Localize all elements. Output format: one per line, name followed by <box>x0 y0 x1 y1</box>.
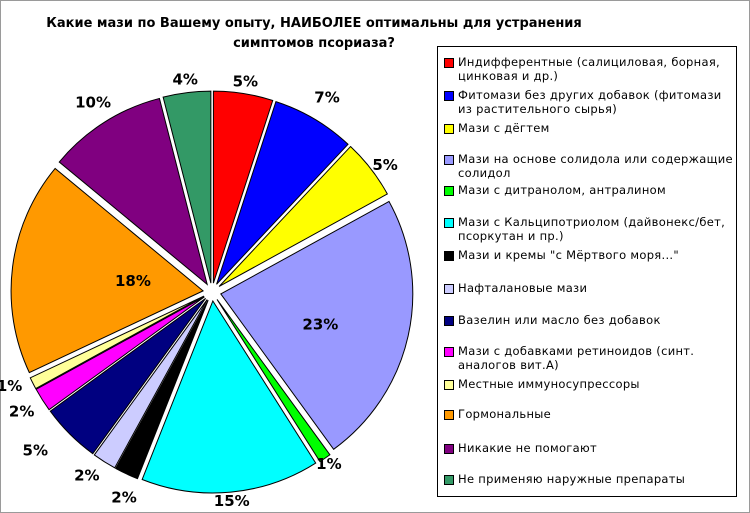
legend-swatch <box>444 124 454 134</box>
chart-title-line-2: симптомов псориаза? <box>233 36 395 51</box>
slice-value-label: 2% <box>74 467 99 485</box>
legend-label: Вазелин или масло без добавок <box>458 313 661 327</box>
pie-slice <box>141 299 317 494</box>
slice-value-label: 15% <box>214 492 250 510</box>
pie-slice <box>162 90 212 284</box>
slice-value-label: 5% <box>23 442 48 460</box>
legend-label: Местные иммуносупрессоры <box>458 377 640 391</box>
slice-value-label: 5% <box>372 156 397 174</box>
chart-title: Какие мази по Вашему опыту, НАИБОЛЕЕ опт… <box>4 14 624 54</box>
pie-slice <box>216 299 331 463</box>
legend-swatch <box>444 251 454 261</box>
legend-label: Фитомази без других добавок (фитомази из… <box>458 88 722 116</box>
slice-value-label: 4% <box>172 71 197 89</box>
pie-slice <box>10 167 204 374</box>
legend-label: Мази и кремы "с Мёртвого моря..." <box>458 248 679 262</box>
legend-label: Мази с дитранолом, антралином <box>458 183 666 197</box>
legend-swatch <box>444 347 454 357</box>
legend-swatch <box>444 380 454 390</box>
legend-label: Нафталановые мази <box>458 281 588 295</box>
pie-slice <box>49 297 207 455</box>
legend-swatch <box>444 444 454 454</box>
legend-swatch <box>444 410 454 420</box>
slice-value-label: 1% <box>0 377 22 395</box>
slice-value-label: 18% <box>115 272 151 290</box>
pie-slice <box>212 90 274 284</box>
pie-slice <box>114 299 209 480</box>
slice-value-label: 5% <box>233 73 258 91</box>
slice-value-label: 2% <box>111 488 136 506</box>
pie-slice <box>35 296 205 411</box>
pie-slice <box>218 145 389 287</box>
pie-slices <box>10 90 414 494</box>
legend-swatch <box>444 284 454 294</box>
legend-label: Индифферентные (салициловая, борная, цин… <box>458 55 720 83</box>
pie-slice <box>29 295 205 390</box>
legend-swatch <box>444 218 454 228</box>
legend-swatch <box>444 58 454 68</box>
legend-label: Гормональные <box>458 407 552 421</box>
legend-swatch <box>444 186 454 196</box>
slice-value-label: 2% <box>9 403 34 421</box>
slice-value-label: 7% <box>314 88 339 106</box>
chart-legend: Индифферентные (салициловая, борная, цин… <box>437 46 737 497</box>
legend-label: Мази с Кальципотриолом (дайвонекс/бет, п… <box>458 215 726 243</box>
legend-label: Мази на основе солидола или содержащие с… <box>458 152 733 180</box>
legend-label: Мази с добавками ретиноидов (синт. анало… <box>458 344 695 372</box>
pie-labels: 5% 7% 5% 23% 1% 15% 2% 2% 5% 2% 1% 18% 10% 4% <box>0 71 398 510</box>
legend-label: Никакие не помогают <box>458 441 597 455</box>
legend-swatch <box>444 316 454 326</box>
chart-title-line-1: Какие мази по Вашему опыту, НАИБОЛЕЕ опт… <box>46 16 582 31</box>
pie-slice <box>58 97 209 286</box>
slice-value-label: 23% <box>302 316 338 334</box>
slice-value-label: 10% <box>75 94 111 112</box>
slice-value-label: 1% <box>316 455 341 473</box>
pie-slice <box>216 101 349 285</box>
legend-swatch <box>444 91 454 101</box>
pie-slice <box>93 299 208 469</box>
legend-label: Не применяю наружные препараты <box>458 472 686 486</box>
legend-swatch <box>444 475 454 485</box>
pie-slice <box>220 200 414 450</box>
legend-label: Мази с дёгтем <box>458 121 550 135</box>
legend-swatch <box>444 155 454 165</box>
